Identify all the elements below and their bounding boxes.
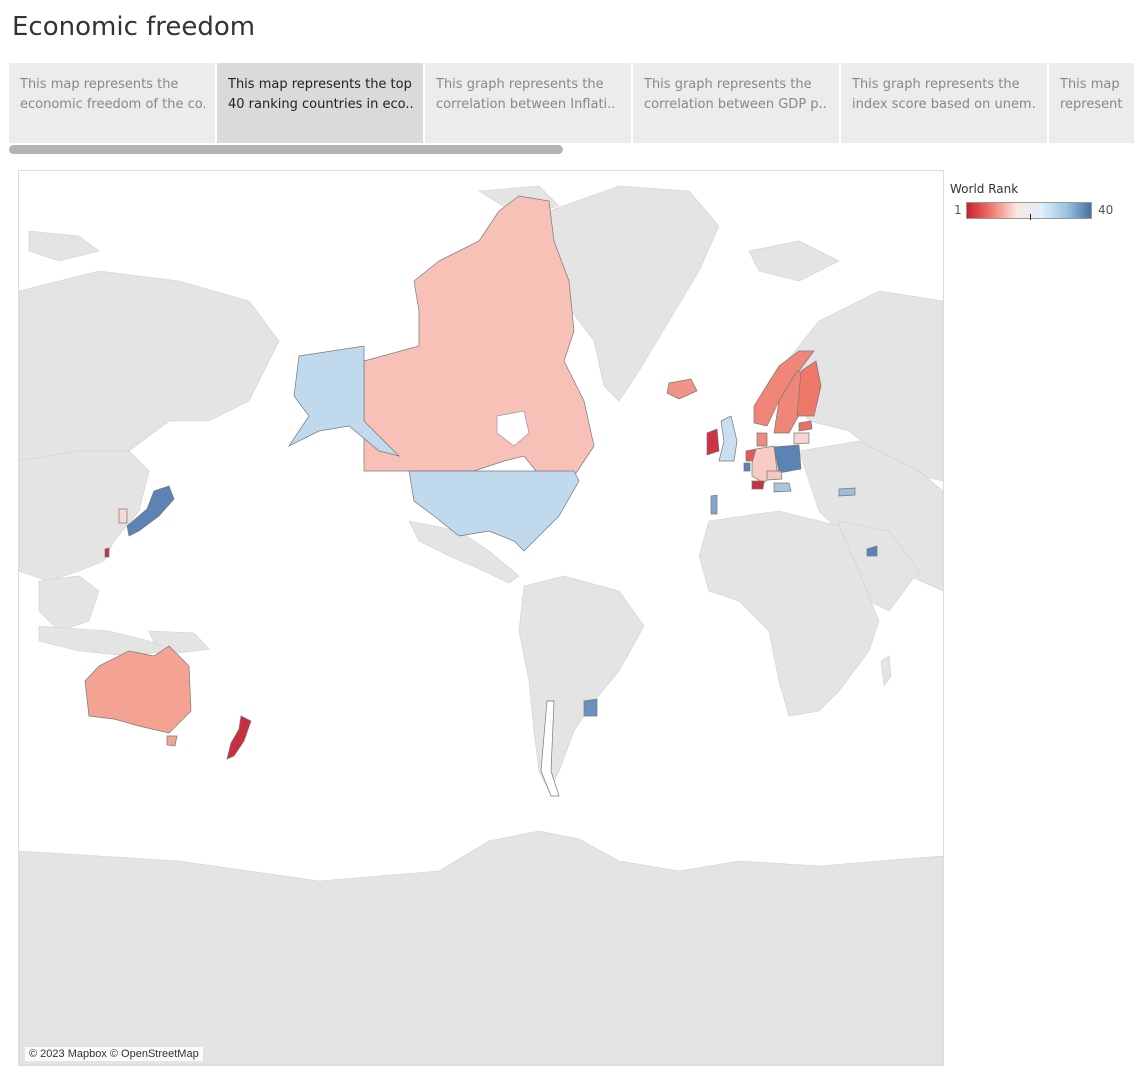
africa-land <box>698 510 880 717</box>
story-point-5[interactable]: This graph represents the index score ba… <box>841 63 1047 143</box>
story-point-4[interactable]: This graph represents the correlation be… <box>633 63 839 143</box>
story-point-2[interactable]: This map represents the top 40 ranking c… <box>217 63 423 143</box>
story-point-1-line2: economic freedom of the co.. <box>20 97 205 112</box>
story-scrollbar-thumb[interactable] <box>9 145 563 154</box>
china-land <box>19 450 150 582</box>
color-legend: World Rank 1 40 <box>950 182 1130 222</box>
arctic-island-west <box>28 230 100 262</box>
finland-shape[interactable] <box>796 360 822 417</box>
austria-shape[interactable] <box>773 482 792 493</box>
story-point-6-line2: represent.. <box>1060 97 1124 112</box>
antarctica-land <box>19 830 943 1065</box>
east-siberia-land <box>19 270 280 462</box>
story-navigator: This map represents the economic freedom… <box>9 63 1134 143</box>
indonesia-land <box>38 625 171 657</box>
estonia-shape[interactable] <box>798 420 813 432</box>
denmark-shape[interactable] <box>756 432 768 447</box>
legend-center-tick <box>1030 214 1031 220</box>
legend-min-label: 1 <box>954 203 962 217</box>
story-point-6-line1: This map <box>1060 77 1120 92</box>
papua-land <box>148 630 210 654</box>
story-point-5-line2: index score based on unem.. <box>852 97 1037 112</box>
southeast-asia-land <box>38 575 100 632</box>
legend-title: World Rank <box>950 182 1019 196</box>
story-point-2-line2: 40 ranking countries in eco.. <box>228 97 413 112</box>
south-korea-shape[interactable] <box>118 508 128 524</box>
switzerland-shape[interactable] <box>751 480 765 490</box>
story-point-2-line1: This map represents the top <box>228 77 412 92</box>
story-point-4-line2: correlation between GDP p.. <box>644 97 827 112</box>
georgia-shape[interactable] <box>838 487 856 497</box>
legend-row: 1 40 <box>950 200 1130 222</box>
canada-shape[interactable] <box>363 195 595 482</box>
taiwan-shape[interactable] <box>104 547 110 558</box>
story-point-3-line2: correlation between Inflati.. <box>436 97 616 112</box>
luxembourg-shape[interactable] <box>743 462 751 472</box>
story-point-1-line1: This map represents the <box>20 77 179 92</box>
story-scrollbar[interactable] <box>9 145 1134 154</box>
japan-shape[interactable] <box>126 485 175 537</box>
legend-max-label: 40 <box>1098 203 1114 217</box>
tasmania-shape[interactable] <box>166 735 178 747</box>
story-point-6[interactable]: This map represent.. <box>1049 63 1134 143</box>
uk-shape[interactable] <box>718 415 738 462</box>
greenland-land <box>548 185 720 402</box>
story-point-5-line1: This graph represents the <box>852 77 1020 92</box>
story-point-3-line1: This graph represents the <box>436 77 604 92</box>
ireland-shape[interactable] <box>706 428 720 456</box>
central-america-land <box>408 520 520 584</box>
ranked-countries <box>84 195 878 797</box>
uae-shape[interactable] <box>866 545 878 557</box>
iceland-shape[interactable] <box>666 378 698 400</box>
australia-shape[interactable] <box>84 645 192 734</box>
svalbard-land <box>748 240 840 282</box>
hudson-bay <box>496 410 530 447</box>
czechia-shape[interactable] <box>766 470 783 481</box>
portugal-shape[interactable] <box>710 494 718 515</box>
poland-shape[interactable] <box>773 444 802 474</box>
alaska-shape[interactable] <box>287 345 401 457</box>
uruguay-shape[interactable] <box>583 698 598 717</box>
map-attribution[interactable]: © 2023 Mapbox © OpenStreetMap <box>25 1047 203 1061</box>
legend-color-ramp <box>966 202 1092 219</box>
new-zealand-shape[interactable] <box>226 715 252 760</box>
page-title: Economic freedom <box>12 12 256 42</box>
norway-shape[interactable] <box>753 350 815 427</box>
madagascar-land <box>880 655 892 687</box>
story-point-1[interactable]: This map represents the economic freedom… <box>9 63 215 143</box>
lithuania-shape[interactable] <box>793 432 810 445</box>
south-america-land <box>518 575 645 792</box>
story-point-3[interactable]: This graph represents the correlation be… <box>425 63 631 143</box>
story-point-4-line1: This graph represents the <box>644 77 812 92</box>
map-canvas <box>19 185 943 1065</box>
usa-shape[interactable] <box>408 470 580 552</box>
chile-outline <box>540 700 560 797</box>
world-map[interactable]: © 2023 Mapbox © OpenStreetMap <box>18 170 944 1066</box>
